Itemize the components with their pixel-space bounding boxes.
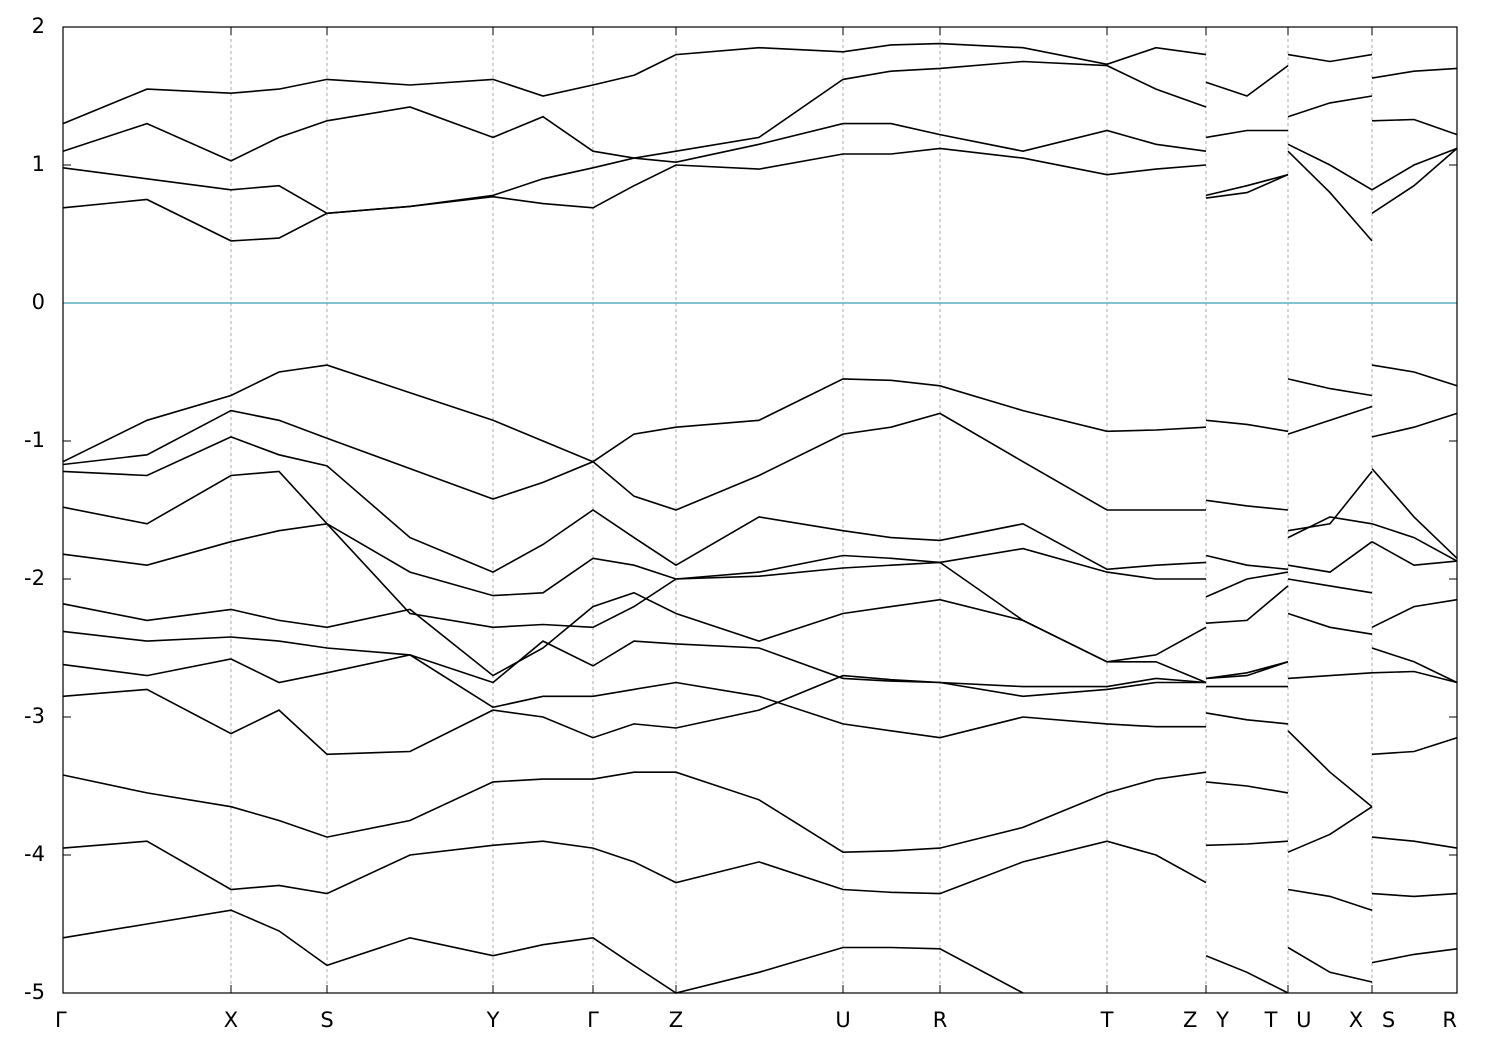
band-line bbox=[62, 364, 1458, 463]
x-tick-label: S bbox=[320, 1008, 333, 1032]
band-line bbox=[62, 42, 1458, 125]
plot-frame bbox=[62, 26, 1458, 994]
x-tick-label: Z bbox=[669, 1008, 683, 1032]
x-tick-label: Y bbox=[486, 1008, 500, 1032]
x-tick-label: X bbox=[224, 1008, 238, 1032]
band-line bbox=[62, 147, 1458, 242]
x-tick-label: T U bbox=[1264, 1008, 1312, 1032]
band-line bbox=[62, 405, 1458, 511]
x-tick-label: R bbox=[1442, 1008, 1457, 1032]
y-tick-label: 1 bbox=[32, 152, 45, 176]
y-tick-label: -3 bbox=[24, 704, 45, 728]
band-line bbox=[62, 60, 1458, 162]
band-line bbox=[62, 654, 1458, 739]
band-line bbox=[62, 840, 1458, 911]
y-tick-label: -2 bbox=[24, 566, 45, 590]
x-tick-label: U bbox=[835, 1008, 850, 1032]
band-line bbox=[62, 612, 1458, 688]
y-tick-label: 2 bbox=[32, 14, 45, 38]
x-tick-label: Γ bbox=[55, 1008, 67, 1032]
band-line bbox=[62, 470, 1458, 598]
band-line bbox=[62, 578, 1458, 684]
band-line bbox=[62, 522, 1458, 663]
x-tick-label: X S bbox=[1349, 1008, 1395, 1032]
y-tick-label: -1 bbox=[24, 428, 45, 452]
band-line bbox=[62, 771, 1458, 854]
band-line bbox=[62, 436, 1458, 573]
x-tick-label: R bbox=[933, 1008, 948, 1032]
band-line bbox=[62, 909, 1458, 994]
plot-area bbox=[63, 27, 1457, 993]
band-line bbox=[62, 661, 1458, 808]
y-tick-label: 0 bbox=[32, 290, 45, 314]
x-tick-label: T bbox=[1100, 1008, 1114, 1032]
x-tick-label: Z Y bbox=[1183, 1008, 1229, 1032]
y-tick-label: -5 bbox=[24, 980, 45, 1004]
y-tick-label: -4 bbox=[24, 842, 45, 866]
x-tick-label: Γ bbox=[587, 1008, 599, 1032]
